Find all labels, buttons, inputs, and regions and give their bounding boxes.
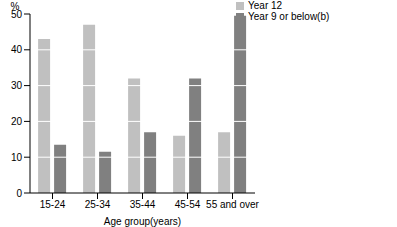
- svg-text:0: 0: [16, 188, 22, 199]
- svg-text:15-24: 15-24: [40, 199, 66, 210]
- svg-text:20: 20: [11, 116, 23, 127]
- svg-text:10: 10: [11, 152, 23, 163]
- svg-text:30: 30: [11, 80, 23, 91]
- svg-text:40: 40: [11, 44, 23, 55]
- svg-text:50: 50: [10, 8, 22, 20]
- svg-text:55 and over: 55 and over: [206, 199, 259, 210]
- svg-text:45-54: 45-54: [175, 199, 201, 210]
- svg-text:Age group(years): Age group(years): [104, 216, 181, 227]
- svg-text:25-34: 25-34: [85, 199, 111, 210]
- html-text:Year 12: Year 12: [248, 0, 283, 11]
- svg-text:%: %: [11, 1, 20, 12]
- svg-text:35-44: 35-44: [130, 199, 156, 210]
- html-text:Year 9 or below(b): Year 9 or below(b): [248, 11, 330, 22]
